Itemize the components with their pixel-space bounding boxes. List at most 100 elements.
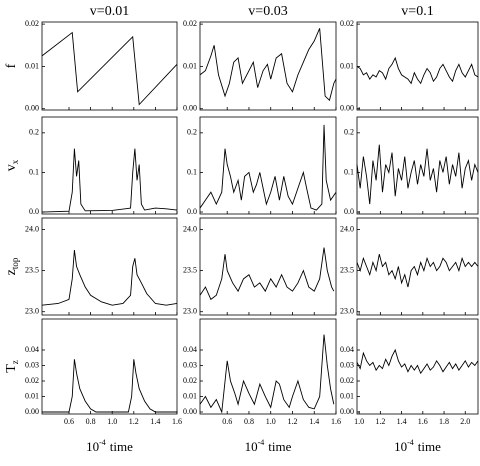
x-tick-label: 0.8 <box>244 417 254 426</box>
y-label-subscript: top <box>10 257 20 269</box>
y-tick-label: 0.00 <box>183 407 197 416</box>
y-axis-label: vx <box>4 159 20 171</box>
data-line <box>41 250 178 306</box>
x-axis-label: 10-4 time <box>86 438 133 454</box>
y-tick-label: 0.04 <box>25 345 39 354</box>
panel-frame <box>199 116 337 215</box>
y-axis-label: ztop <box>4 257 20 275</box>
x-tick-label: 1.0 <box>354 417 364 426</box>
x-tick-label: 1.2 <box>375 417 385 426</box>
y-tick-label: 0.0 <box>344 207 354 216</box>
y-tick-label: 0.03 <box>340 360 354 369</box>
y-tick-label: 0.01 <box>183 391 197 400</box>
x-label-base: 10 <box>394 439 407 454</box>
data-line <box>356 144 479 205</box>
data-line <box>42 359 177 413</box>
y-tick-label: 0.0 <box>29 207 39 216</box>
data-line <box>199 334 335 414</box>
y-tick-label: 0.04 <box>183 345 197 354</box>
x-label-exponent: -4 <box>258 438 265 447</box>
x-tick-label: 1.4 <box>309 417 319 426</box>
x-label-text: time <box>268 439 291 454</box>
y-tick-label: 0.01 <box>340 61 354 70</box>
y-tick-label: 0.02 <box>183 376 197 385</box>
x-tick-label: 1.6 <box>172 417 182 426</box>
y-label-main: T <box>4 364 19 373</box>
panel-frame <box>199 217 337 316</box>
x-tick-label: 2.0 <box>460 417 470 426</box>
y-tick-label: 0.01 <box>25 61 39 70</box>
data-line <box>356 56 479 85</box>
y-tick-label: 0.00 <box>25 407 39 416</box>
y-tick-label: 0.00 <box>25 104 39 113</box>
y-label-subscript: x <box>10 159 20 164</box>
column-title: v=0.03 <box>248 4 287 19</box>
y-tick-label: 0.2 <box>187 128 197 137</box>
x-label-exponent: -4 <box>407 438 414 447</box>
data-line <box>41 148 178 213</box>
x-tick-label: 0.8 <box>86 417 96 426</box>
y-tick-label: 24.0 <box>340 224 354 233</box>
panel-frame <box>356 318 479 415</box>
y-tick-label: 23.0 <box>25 307 39 316</box>
y-tick-label: 0.00 <box>340 104 354 113</box>
y-label-main: z <box>4 269 19 275</box>
data-line <box>356 254 479 288</box>
panel-frame <box>199 318 337 415</box>
panel-frame <box>356 21 479 111</box>
panel-frame <box>199 21 337 111</box>
x-tick-label: 1.6 <box>418 417 428 426</box>
y-tick-label: 0.02 <box>340 376 354 385</box>
x-label-text: time <box>110 439 133 454</box>
y-tick-label: 0.02 <box>183 19 197 28</box>
data-line <box>41 31 178 106</box>
y-tick-label: 0.02 <box>340 19 354 28</box>
y-tick-label: 23.5 <box>183 265 197 274</box>
y-tick-label: 0.03 <box>183 360 197 369</box>
x-tick-label: 1.2 <box>129 417 139 426</box>
y-axis-label: f <box>4 63 19 68</box>
y-tick-label: 0.03 <box>25 360 39 369</box>
data-line <box>199 247 335 301</box>
y-tick-label: 0.1 <box>29 167 39 176</box>
y-tick-label: 0.2 <box>29 128 39 137</box>
y-tick-label: 23.0 <box>340 307 354 316</box>
x-tick-label: 1.0 <box>107 417 117 426</box>
data-line <box>199 28 337 102</box>
panel-frame <box>41 318 178 415</box>
column-title: v=0.1 <box>401 4 433 19</box>
panel-frame <box>41 217 178 316</box>
y-tick-label: 0.02 <box>25 376 39 385</box>
panel-frame <box>41 116 178 215</box>
x-axis-label: 10-4 time <box>394 438 441 454</box>
x-tick-label: 1.6 <box>331 417 341 426</box>
y-tick-label: 23.5 <box>25 265 39 274</box>
y-tick-label: 23.0 <box>183 307 197 316</box>
x-label-base: 10 <box>245 439 258 454</box>
y-tick-label: 0.1 <box>187 167 197 176</box>
y-label-main: f <box>4 63 19 68</box>
x-tick-label: 0.6 <box>64 417 74 426</box>
y-tick-label: 0.00 <box>183 104 197 113</box>
x-tick-label: 1.0 <box>266 417 276 426</box>
y-tick-label: 0.0 <box>187 207 197 216</box>
y-tick-label: 0.2 <box>344 128 354 137</box>
x-label-exponent: -4 <box>99 438 106 447</box>
y-tick-label: 0.01 <box>340 391 354 400</box>
x-tick-label: 0.6 <box>222 417 232 426</box>
column-title: v=0.01 <box>90 4 129 19</box>
data-line <box>199 124 337 211</box>
panel-frame <box>41 21 178 111</box>
x-tick-label: 1.8 <box>439 417 449 426</box>
y-tick-label: 0.1 <box>344 167 354 176</box>
y-label-subscript: z <box>10 360 20 364</box>
y-tick-label: 0.01 <box>183 61 197 70</box>
x-tick-label: 1.4 <box>397 417 407 426</box>
x-axis-label: 10-4 time <box>245 438 292 454</box>
y-tick-label: 0.00 <box>340 407 354 416</box>
x-tick-label: 1.4 <box>150 417 160 426</box>
y-tick-label: 24.0 <box>25 224 39 233</box>
x-tick-label: 1.2 <box>287 417 297 426</box>
y-label-main: v <box>4 164 19 171</box>
